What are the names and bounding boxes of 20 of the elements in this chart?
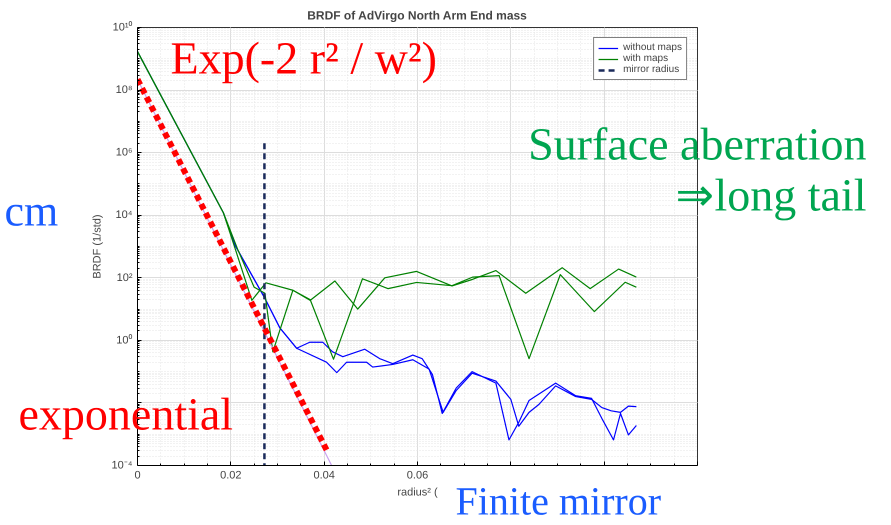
y-tick-label: 10⁴ — [116, 209, 133, 222]
x-tick-label: 0.02 — [220, 470, 242, 482]
y-tick-label: 10⁻⁴ — [112, 460, 133, 472]
y-tick-label: 10⁸ — [116, 84, 133, 96]
legend-label: mirror radius — [623, 64, 680, 75]
y-tick-label: 10⁰ — [116, 333, 133, 346]
x-tick-label: 0.06 — [406, 470, 428, 482]
x-axis-title: radius² ( — [397, 486, 438, 498]
x-tick-label: 0 — [134, 470, 141, 482]
annotation: Exp(-2 r² / w²) — [170, 32, 437, 84]
legend-label: without maps — [623, 42, 682, 53]
y-axis-title: BRDF (1/std) — [92, 214, 104, 279]
y-tick-label: 10¹⁰ — [112, 20, 133, 34]
text: Finite mirror — [456, 478, 662, 524]
legend-label: with maps — [623, 53, 668, 64]
x-tick-label: 0.04 — [313, 470, 335, 482]
chart-title: BRDF of AdVirgo North Arm End mass — [307, 8, 528, 22]
text: cm — [4, 186, 58, 236]
y-tick-label: 10⁶ — [116, 146, 132, 159]
y-tick-label: 10² — [116, 272, 133, 284]
